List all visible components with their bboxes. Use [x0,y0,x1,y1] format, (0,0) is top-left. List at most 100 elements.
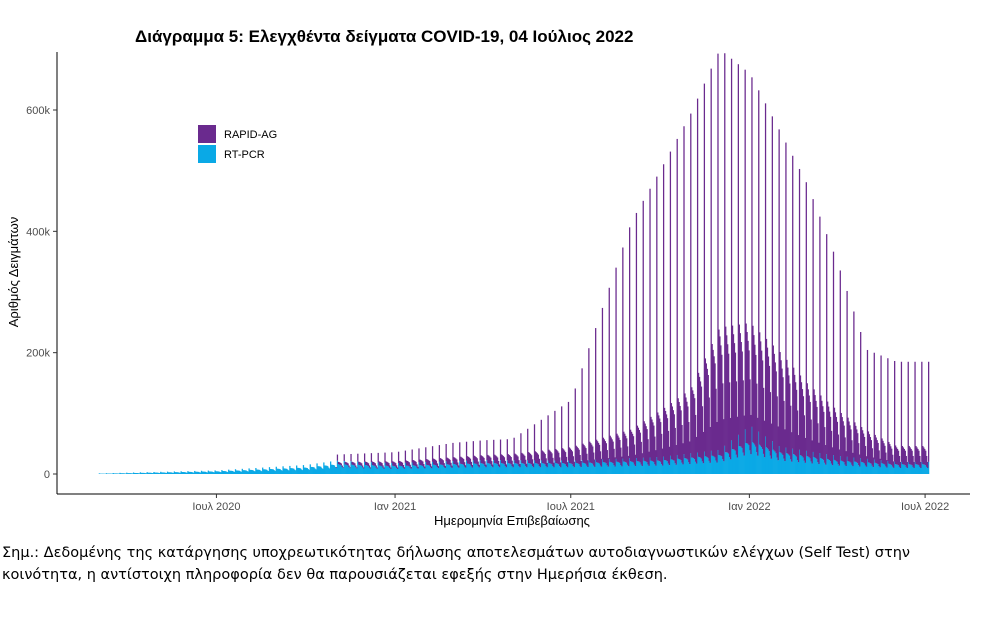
x-tick-label: Ιουλ 2020 [192,501,240,513]
rt-pcr-bar [218,471,220,474]
rt-pcr-bar [286,468,288,474]
rt-pcr-bar [782,454,784,474]
rt-pcr-bar [404,462,407,474]
rt-pcr-bar [433,464,436,474]
rt-pcr-bar [114,473,116,474]
rapid-ag-bar [619,439,621,463]
rapid-ag-bar [694,398,696,460]
rt-pcr-bar [139,472,142,474]
rapid-ag-bar [352,462,354,465]
rt-pcr-bar [825,464,827,474]
rt-pcr-bar [156,472,158,474]
rapid-ag-bar [673,414,675,461]
rt-pcr-bar [316,463,318,474]
rt-pcr-bar [665,460,668,474]
rt-pcr-bar [321,468,323,474]
rapid-ag-bar [434,459,437,466]
rapid-ag-bar [513,437,515,461]
rapid-ag-bar [463,462,466,467]
rapid-ag-bar [634,454,637,467]
rapid-ag-bar [363,467,365,469]
rapid-ag-bar [570,449,573,464]
rt-pcr-bar [762,448,764,474]
rt-pcr-bar [713,456,715,474]
rapid-ag-bar [600,458,603,467]
rapid-ag-bar [808,395,810,458]
rapid-ag-bar [702,431,705,464]
rapid-ag-bar [410,466,412,469]
rapid-ag-bar [576,446,578,464]
rt-pcr-bar [677,458,679,474]
rt-pcr-bar [815,458,817,474]
rt-pcr-bar [483,464,485,474]
rapid-ag-bar [361,463,363,466]
rt-pcr-bar [127,473,129,474]
rt-pcr-bar [901,464,904,474]
rt-pcr-bar [692,457,694,474]
rapid-ag-bar [374,463,376,467]
rt-pcr-bar [851,464,853,474]
rt-pcr-bar [134,472,137,474]
rapid-ag-bar [760,341,762,446]
rt-pcr-bar [632,462,635,474]
rapid-ag-bar [481,455,483,464]
rt-pcr-bar [683,454,685,474]
rapid-ag-bar [871,448,873,466]
rt-pcr-bar [289,465,291,474]
rt-pcr-bar [613,465,615,474]
rt-pcr-bar [290,468,292,474]
rapid-ag-bar [695,436,698,464]
rapid-ag-bar [646,429,648,463]
rt-pcr-bar [700,458,703,474]
rapid-ag-bar [715,388,717,461]
rapid-ag-bar [422,461,424,466]
rapid-ag-bar [827,401,829,459]
rapid-ag-bar [921,361,923,462]
rapid-ag-bar [462,458,464,465]
rt-pcr-bar [510,464,512,474]
rapid-ag-bar [857,433,859,464]
rt-pcr-bar [426,464,428,474]
rt-pcr-bar [197,471,200,474]
rapid-ag-bar [553,462,555,468]
rapid-ag-bar [829,416,832,461]
rapid-ag-bar [492,464,494,468]
rt-pcr-bar [297,467,299,474]
rapid-ag-bar [552,457,554,467]
rapid-ag-bar [438,445,441,462]
rapid-ag-bar [810,419,812,462]
rapid-ag-bar [812,199,814,452]
rt-pcr-bar [464,467,467,474]
rt-pcr-bar [305,467,308,474]
rapid-ag-bar [805,182,807,451]
rapid-ag-bar [357,453,359,462]
rt-pcr-bar [843,462,845,474]
rt-pcr-bar [431,461,434,474]
rt-pcr-bar [858,465,860,474]
rapid-ag-bar [408,462,410,467]
rapid-ag-bar [533,424,536,461]
rapid-ag-bar [800,382,803,456]
rapid-ag-bar [899,461,902,468]
rapid-ag-bar [386,461,388,466]
rapid-ag-bar [615,267,617,459]
rapid-ag-bar [642,200,644,458]
rt-pcr-bar [350,461,352,474]
rapid-ag-bar [801,389,804,457]
rt-pcr-bar [791,461,793,474]
rapid-ag-bar [412,460,414,466]
rt-pcr-bar [331,464,334,474]
rapid-ag-bar [836,421,839,462]
rapid-ag-bar [517,456,519,465]
rapid-ag-bar [733,343,736,450]
rt-pcr-bar [374,466,376,474]
rt-pcr-bar [778,446,780,474]
rapid-ag-bar [336,454,339,461]
rt-pcr-bar [770,458,773,474]
rapid-ag-bar [759,332,761,445]
rapid-ag-bar [504,460,507,467]
rt-pcr-bar [578,464,580,474]
rt-pcr-bar [611,462,613,474]
rt-pcr-bar [359,465,361,474]
rt-pcr-bar [849,461,851,474]
